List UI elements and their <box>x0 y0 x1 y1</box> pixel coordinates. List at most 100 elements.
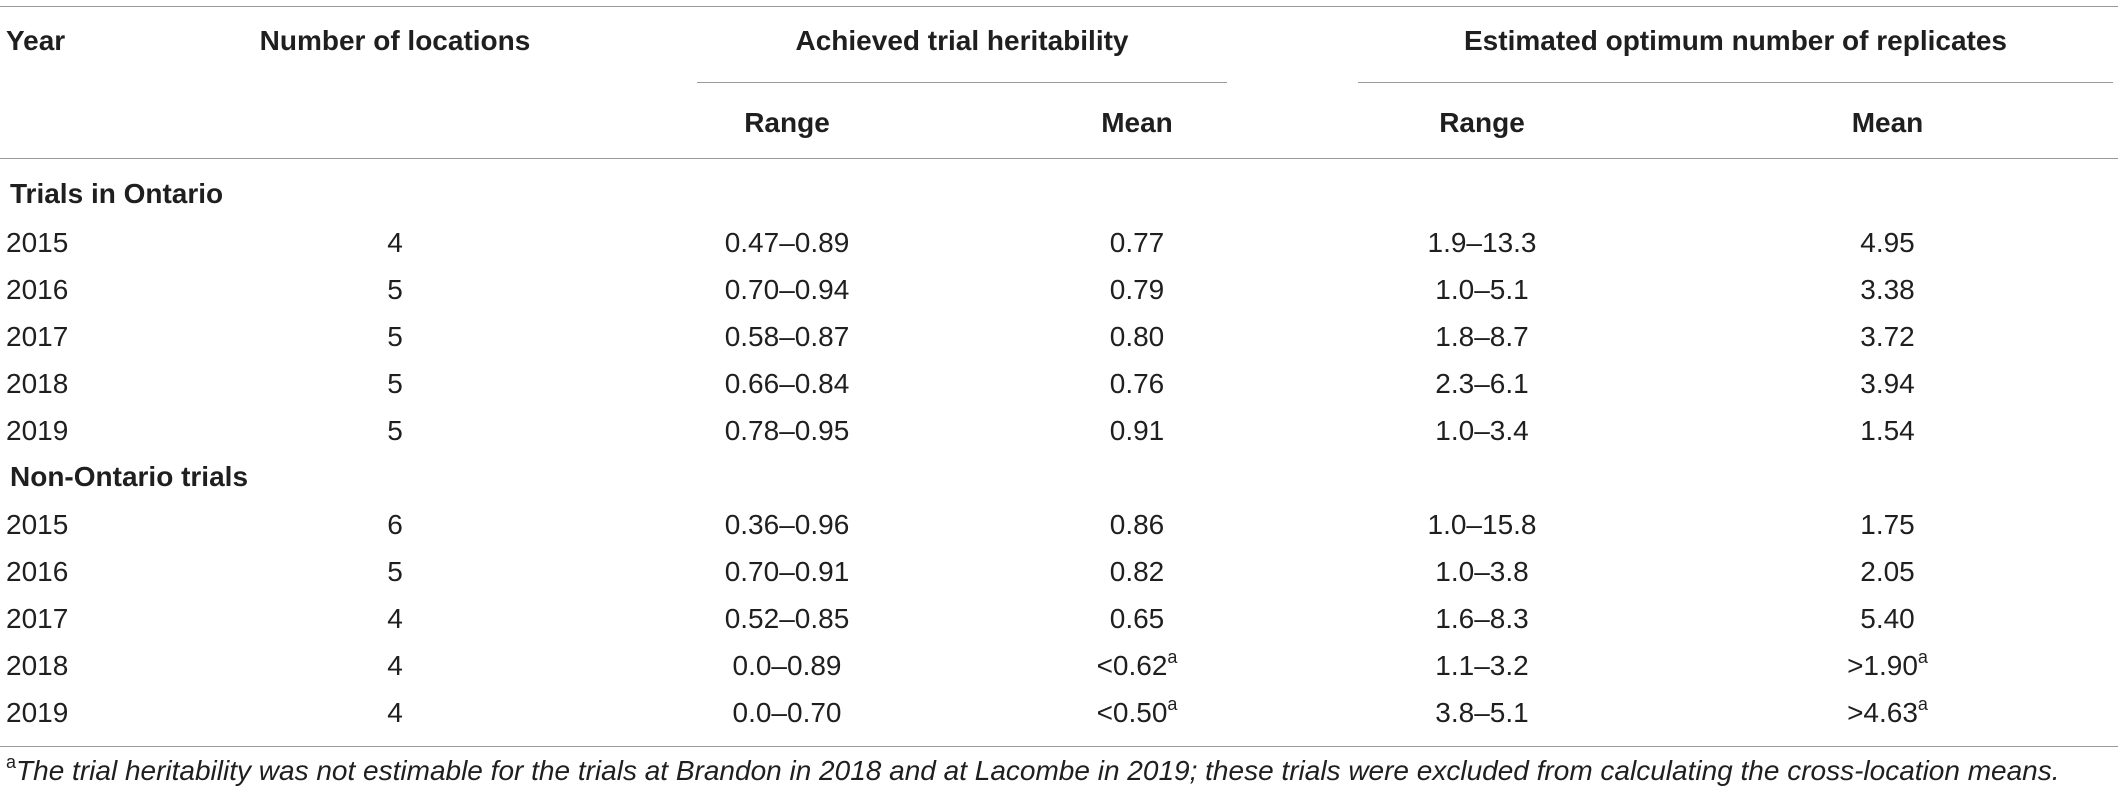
header-heritability-range: Range <box>744 107 830 138</box>
cell-value: <0.62 <box>1096 650 1168 681</box>
header-bottom-rule <box>0 158 2118 159</box>
cell-locations: 4 <box>387 603 403 634</box>
cell-heritability-range: 0.36–0.96 <box>724 509 850 540</box>
cell-year: 2017 <box>6 321 69 352</box>
cell-heritability-range: 0.0–0.89 <box>732 650 842 681</box>
cell-year: 2015 <box>6 227 69 258</box>
cell-heritability-range: 0.66–0.84 <box>724 368 850 399</box>
cell-replicates-range: 1.8–8.7 <box>1435 321 1529 352</box>
cell-replicates-range: 1.0–5.1 <box>1435 274 1529 305</box>
heritability-spanner-rule <box>697 82 1227 83</box>
header-heritability-mean: Mean <box>1101 107 1173 138</box>
header-achieved-heritability: Achieved trial heritability <box>795 25 1129 56</box>
cell-year: 2017 <box>6 603 69 634</box>
section-title: Trials in Ontario <box>10 178 224 209</box>
cell-replicates-mean: 1.54 <box>1657 414 2118 448</box>
cell-value: 3.38 <box>1860 274 1915 305</box>
cell-replicates-mean: 3.38 <box>1657 273 2118 307</box>
cell-replicates-range: 2.3–6.1 <box>1435 368 1529 399</box>
cell-locations: 5 <box>387 321 403 352</box>
cell-value: 0.82 <box>1109 556 1165 587</box>
footnote-marker: a <box>1167 693 1178 714</box>
cell-locations: 5 <box>387 368 403 399</box>
cell-replicates-range: 1.9–13.3 <box>1427 227 1537 258</box>
cell-replicates-range: 1.0–15.8 <box>1427 509 1537 540</box>
cell-replicates-mean: 4.95 <box>1657 226 2118 260</box>
cell-heritability-range: 0.47–0.89 <box>724 227 850 258</box>
cell-year: 2018 <box>6 650 69 681</box>
replicates-spanner-rule <box>1358 82 2113 83</box>
cell-locations: 5 <box>387 556 403 587</box>
cell-heritability-mean: 0.82 <box>967 555 1307 589</box>
cell-heritability-range: 0.0–0.70 <box>732 697 842 728</box>
cell-locations: 5 <box>387 274 403 305</box>
cell-replicates-range: 1.0–3.4 <box>1435 415 1529 446</box>
cell-heritability-range: 0.52–0.85 <box>724 603 850 634</box>
footnote-marker: a <box>1167 646 1178 667</box>
cell-heritability-range: 0.70–0.94 <box>724 274 850 305</box>
cell-heritability-mean: <0.62a <box>967 646 1307 683</box>
cell-heritability-mean: 0.79 <box>967 273 1307 307</box>
cell-replicates-mean: 3.94 <box>1657 367 2118 401</box>
cell-value: 1.54 <box>1860 415 1915 446</box>
cell-value: 3.72 <box>1860 321 1915 352</box>
header-year: Year <box>6 25 66 56</box>
cell-value: 0.77 <box>1109 227 1165 258</box>
table-bottom-rule <box>0 746 2118 747</box>
cell-heritability-mean: 0.91 <box>967 414 1307 448</box>
header-replicates-range: Range <box>1439 107 1525 138</box>
cell-replicates-mean: >4.63a <box>1657 693 2118 730</box>
cell-replicates-mean: 5.40 <box>1657 602 2118 636</box>
cell-replicates-mean: 2.05 <box>1657 555 2118 589</box>
header-number-of-locations: Number of locations <box>259 25 531 56</box>
cell-value: 0.91 <box>1109 415 1165 446</box>
cell-locations: 4 <box>387 697 403 728</box>
header-optimum-replicates: Estimated optimum number of replicates <box>1464 25 2007 56</box>
section-title: Non-Ontario trials <box>10 461 249 492</box>
cell-value: 3.94 <box>1860 368 1915 399</box>
cell-value: >4.63 <box>1847 697 1918 728</box>
cell-heritability-range: 0.58–0.87 <box>724 321 850 352</box>
footnote-marker: a <box>1917 693 1928 714</box>
cell-value: 5.40 <box>1860 603 1915 634</box>
cell-replicates-range: 1.0–3.8 <box>1435 556 1529 587</box>
cell-heritability-mean: 0.86 <box>967 508 1307 542</box>
cell-year: 2016 <box>6 274 69 305</box>
cell-heritability-mean: <0.50a <box>967 693 1307 730</box>
cell-value: 0.86 <box>1109 509 1165 540</box>
footnote-text: The trial heritability was not estimable… <box>16 755 2060 786</box>
footnote-marker: a <box>1917 646 1928 667</box>
cell-replicates-range: 1.6–8.3 <box>1435 603 1529 634</box>
cell-year: 2019 <box>6 415 69 446</box>
cell-year: 2015 <box>6 509 69 540</box>
cell-heritability-mean: 0.65 <box>967 602 1307 636</box>
cell-value: 1.75 <box>1860 509 1915 540</box>
footnote-marker: a <box>6 751 17 772</box>
cell-year: 2016 <box>6 556 69 587</box>
cell-value: 0.76 <box>1109 368 1165 399</box>
cell-heritability-mean: 0.77 <box>967 226 1307 260</box>
cell-locations: 6 <box>387 509 403 540</box>
cell-value: 0.65 <box>1109 603 1165 634</box>
header-replicates-mean: Mean <box>1851 107 1924 138</box>
cell-locations: 4 <box>387 227 403 258</box>
cell-value: 0.79 <box>1109 274 1165 305</box>
table-footnote: aThe trial heritability was not estimabl… <box>6 751 2060 788</box>
cell-heritability-range: 0.70–0.91 <box>724 556 850 587</box>
cell-replicates-mean: >1.90a <box>1657 646 2118 683</box>
cell-locations: 5 <box>387 415 403 446</box>
cell-value: 4.95 <box>1860 227 1915 258</box>
cell-locations: 4 <box>387 650 403 681</box>
table-top-rule <box>0 6 2118 7</box>
cell-heritability-range: 0.78–0.95 <box>724 415 850 446</box>
cell-year: 2018 <box>6 368 69 399</box>
cell-heritability-mean: 0.76 <box>967 367 1307 401</box>
cell-value: 2.05 <box>1860 556 1915 587</box>
cell-year: 2019 <box>6 697 69 728</box>
cell-replicates-range: 3.8–5.1 <box>1435 697 1529 728</box>
cell-value: 0.80 <box>1109 321 1165 352</box>
cell-heritability-mean: 0.80 <box>967 320 1307 354</box>
cell-value: >1.90 <box>1847 650 1918 681</box>
cell-replicates-range: 1.1–3.2 <box>1435 650 1529 681</box>
